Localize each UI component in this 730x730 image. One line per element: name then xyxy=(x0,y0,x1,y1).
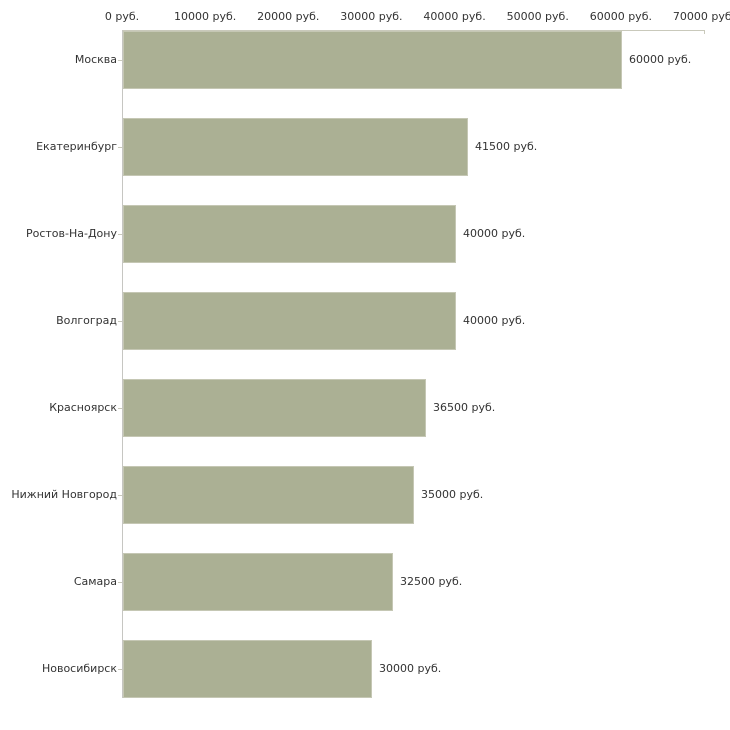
y-axis-tick-mark xyxy=(118,582,122,583)
y-axis-line xyxy=(122,30,123,698)
x-axis-tick-label: 70000 руб. xyxy=(672,10,730,23)
x-axis-tick-label: 20000 руб. xyxy=(257,10,320,23)
y-axis-tick-mark xyxy=(118,60,122,61)
category-label: Самара xyxy=(73,575,117,588)
category-label: Ростов-На-Дону xyxy=(25,227,117,240)
bar-3 xyxy=(123,205,456,263)
value-label: 40000 руб. xyxy=(463,314,526,327)
value-label: 30000 руб. xyxy=(379,662,442,675)
category-label: Нижний Новгород xyxy=(11,488,117,501)
y-axis-tick-mark xyxy=(118,669,122,670)
bar-2 xyxy=(123,118,468,176)
bar-7 xyxy=(123,553,393,611)
category-label: Москва xyxy=(74,53,117,66)
x-axis-tick-label: 50000 руб. xyxy=(506,10,569,23)
y-axis-tick-mark xyxy=(118,321,122,322)
value-label: 35000 руб. xyxy=(421,488,484,501)
bar-4 xyxy=(123,292,456,350)
y-axis-tick-mark xyxy=(118,147,122,148)
y-axis-tick-mark xyxy=(118,408,122,409)
category-label: Екатеринбург xyxy=(36,140,117,153)
x-axis-tick-label: 10000 руб. xyxy=(174,10,237,23)
bar-6 xyxy=(123,466,414,524)
bar-8 xyxy=(123,640,372,698)
x-axis-line xyxy=(122,30,705,31)
x-axis-tick-mark xyxy=(704,30,705,34)
x-axis-tick-label: 40000 руб. xyxy=(423,10,486,23)
y-axis-tick-mark xyxy=(118,234,122,235)
value-label: 60000 руб. xyxy=(629,53,692,66)
y-axis-tick-mark xyxy=(118,495,122,496)
category-label: Волгоград xyxy=(56,314,117,327)
category-label: Красноярск xyxy=(49,401,117,414)
category-label: Новосибирск xyxy=(41,662,117,675)
bar-1 xyxy=(123,31,622,89)
x-axis-tick-label: 30000 руб. xyxy=(340,10,403,23)
value-label: 41500 руб. xyxy=(475,140,538,153)
x-axis-tick-label: 60000 руб. xyxy=(589,10,652,23)
bar-5 xyxy=(123,379,426,437)
value-label: 32500 руб. xyxy=(400,575,463,588)
value-label: 36500 руб. xyxy=(433,401,496,414)
value-label: 40000 руб. xyxy=(463,227,526,240)
x-axis-tick-label: 0 руб. xyxy=(104,10,140,23)
